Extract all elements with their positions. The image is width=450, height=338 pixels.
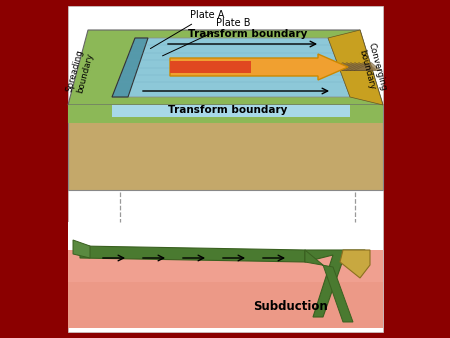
FancyArrow shape xyxy=(170,54,348,80)
Polygon shape xyxy=(342,63,369,71)
Polygon shape xyxy=(328,30,383,105)
Bar xyxy=(68,6,383,332)
Polygon shape xyxy=(112,38,350,97)
Polygon shape xyxy=(305,250,353,322)
Polygon shape xyxy=(334,63,360,71)
Polygon shape xyxy=(68,105,383,123)
Polygon shape xyxy=(338,63,364,71)
Polygon shape xyxy=(73,240,90,258)
Polygon shape xyxy=(112,38,148,97)
Polygon shape xyxy=(350,63,377,71)
Polygon shape xyxy=(340,250,370,278)
Bar xyxy=(68,222,383,328)
Text: Transform boundary: Transform boundary xyxy=(168,105,288,115)
Polygon shape xyxy=(330,63,356,71)
Text: Converging
boundary: Converging boundary xyxy=(356,42,388,94)
Text: Transform boundary: Transform boundary xyxy=(188,29,308,39)
FancyArrow shape xyxy=(170,61,252,73)
Bar xyxy=(68,282,383,328)
Polygon shape xyxy=(68,105,383,190)
Polygon shape xyxy=(80,246,305,262)
Polygon shape xyxy=(346,63,373,71)
Polygon shape xyxy=(305,250,365,317)
Text: Subduction: Subduction xyxy=(252,299,328,313)
Polygon shape xyxy=(326,63,352,71)
Text: Plate B: Plate B xyxy=(162,18,251,56)
Polygon shape xyxy=(68,30,383,105)
Text: Spreading
boundary: Spreading boundary xyxy=(65,48,95,96)
Polygon shape xyxy=(112,105,350,117)
Polygon shape xyxy=(354,63,381,71)
Text: Plate A: Plate A xyxy=(150,10,225,49)
Bar xyxy=(68,250,383,328)
